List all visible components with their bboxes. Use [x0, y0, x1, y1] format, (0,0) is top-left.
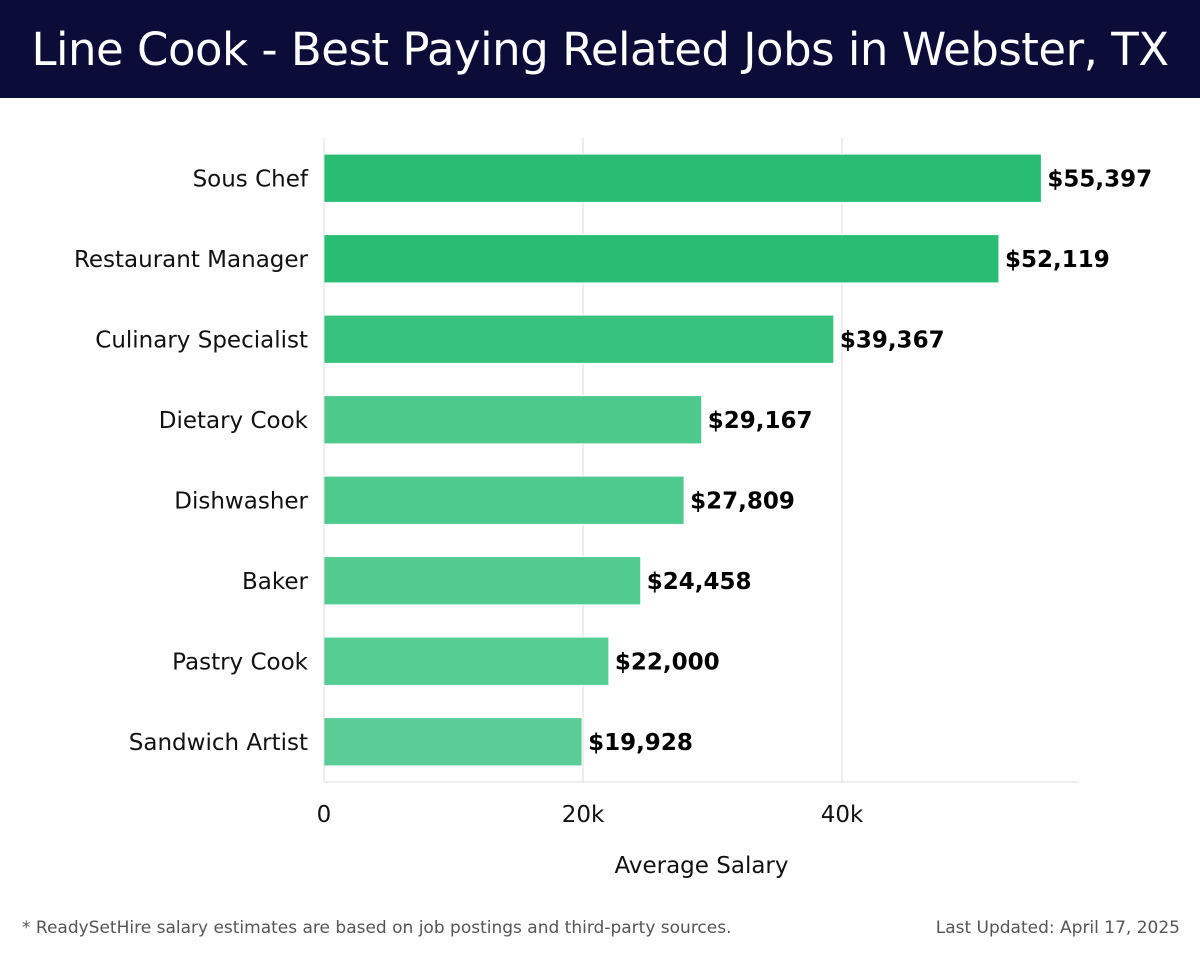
category-label: Sandwich Artist — [129, 730, 308, 756]
chart-labels: Sous Chef $55,397 Restaurant Manager $52,11… — [74, 166, 1152, 756]
category-label: Pastry Cook — [172, 649, 309, 675]
salary-bar-chart: 0 20k 40k Average Salary Sous Chef $55,397 Re… — [74, 138, 1152, 879]
category-label: Sous Chef — [193, 166, 309, 192]
category-label: Restaurant Manager — [74, 247, 309, 273]
category-label: Baker — [242, 569, 309, 595]
header-bar: Line Cook - Best Paying Related Jobs in … — [0, 0, 1200, 98]
category-label: Dietary Cook — [159, 408, 309, 434]
value-label: $29,167 — [708, 408, 813, 434]
x-tick-label: 40k — [821, 802, 864, 828]
value-label: $52,119 — [1005, 247, 1110, 273]
category-label: Culinary Specialist — [95, 327, 308, 353]
bar-dietary-cook — [323, 395, 703, 445]
value-label: $39,367 — [840, 327, 945, 353]
value-label: $22,000 — [615, 649, 720, 675]
bar-baker — [323, 556, 642, 606]
value-label: $19,928 — [588, 730, 693, 756]
value-label: $24,458 — [647, 569, 752, 595]
bar-culinary-specialist — [323, 314, 835, 364]
x-tick-label: 0 — [317, 802, 332, 828]
category-label: Dishwasher — [174, 488, 308, 514]
bar-pastry-cook — [323, 636, 610, 686]
bar-sous-chef — [323, 153, 1042, 203]
bar-dishwasher — [323, 475, 685, 525]
value-label: $27,809 — [690, 488, 795, 514]
chart-bars — [323, 153, 1042, 767]
chart-axes: 0 20k 40k Average Salary — [317, 138, 1079, 879]
footer-note: * ReadySetHire salary estimates are base… — [22, 918, 732, 938]
bar-restaurant-manager — [323, 234, 1000, 284]
last-updated: Last Updated: April 17, 2025 — [935, 918, 1180, 938]
bar-sandwich-artist — [323, 717, 583, 767]
x-tick-label: 20k — [562, 802, 605, 828]
x-axis-title: Average Salary — [614, 853, 788, 879]
value-label: $55,397 — [1047, 166, 1152, 192]
page-title: Line Cook - Best Paying Related Jobs in … — [31, 22, 1169, 76]
